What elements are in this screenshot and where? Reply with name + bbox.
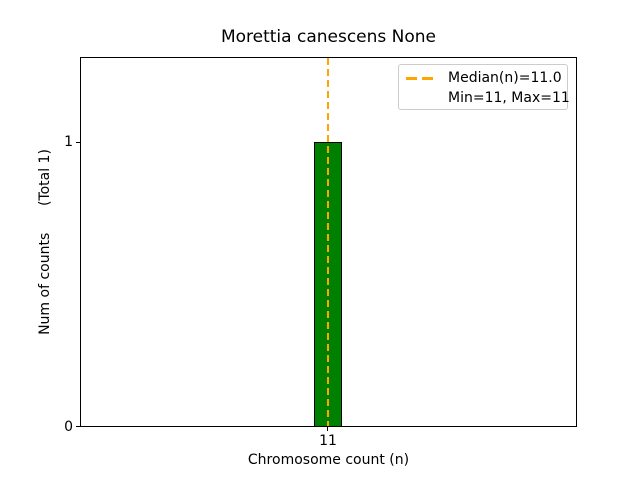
legend-entry-minmax: Min=11, Max=11 bbox=[406, 88, 570, 108]
y-tick-mark-0 bbox=[76, 426, 80, 427]
y-tick-mark-1 bbox=[76, 142, 80, 143]
x-axis-label: Chromosome count (n) bbox=[247, 452, 410, 468]
y-tick-label-1: 1 bbox=[64, 134, 73, 150]
y-axis-label: Num of counts (Total 1) bbox=[37, 149, 53, 335]
legend-label-minmax: Min=11, Max=11 bbox=[448, 90, 570, 106]
x-tick-mark-11 bbox=[327, 427, 328, 431]
legend: Median(n)=11.0 Min=11, Max=11 bbox=[398, 64, 570, 110]
x-tick-label-11: 11 bbox=[319, 433, 337, 449]
plot-area: Median(n)=11.0 Min=11, Max=11 bbox=[80, 57, 577, 427]
y-tick-label-0: 0 bbox=[64, 419, 73, 435]
dashed-line-icon bbox=[406, 76, 433, 80]
legend-entry-median: Median(n)=11.0 bbox=[406, 68, 562, 88]
legend-label-median: Median(n)=11.0 bbox=[448, 70, 562, 86]
median-line bbox=[327, 58, 329, 426]
chart-title: Morettia canescens None bbox=[220, 27, 437, 47]
